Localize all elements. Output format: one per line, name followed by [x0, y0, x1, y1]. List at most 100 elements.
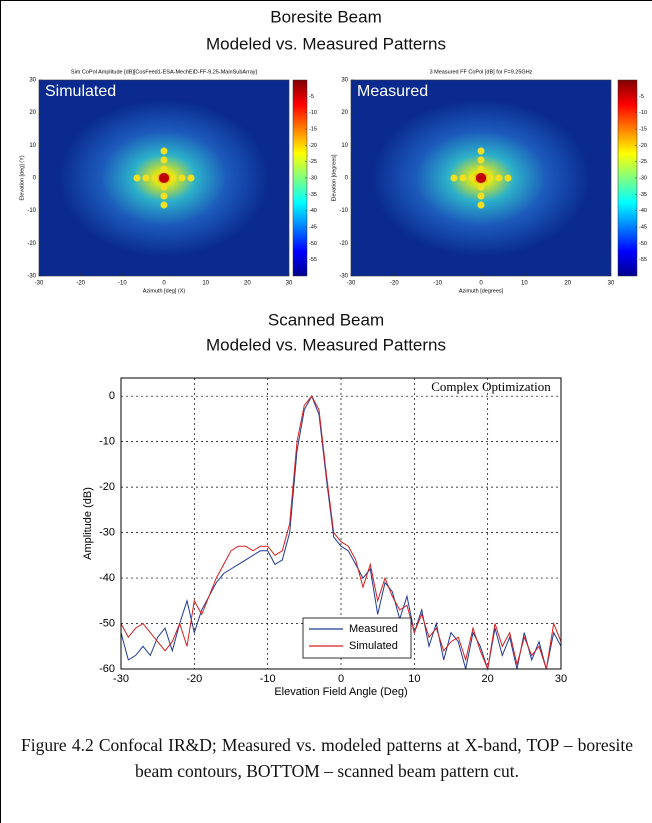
- x-tick-label: 0: [479, 281, 483, 287]
- x-tick-label: 30: [286, 281, 293, 287]
- y-tick-label: -50: [99, 617, 115, 629]
- y-tick-label: -30: [339, 274, 348, 280]
- colorbar-tick-label: -25: [309, 159, 317, 165]
- legend-label: Measured: [349, 623, 398, 635]
- heatmap-title: Sim CoPol Amplitude [dB][CosFeed1-ESA-Me…: [71, 69, 258, 75]
- heatmap-sidelobe: [160, 192, 168, 200]
- colorbar-tick-label: -40: [309, 208, 317, 214]
- x-tick-label: -10: [260, 673, 276, 685]
- y-tick-label: -10: [339, 208, 348, 214]
- colorbar-tick-label: -45: [309, 224, 317, 230]
- heatmap-sidelobe: [504, 174, 512, 182]
- heatmap-sidelobe: [477, 192, 485, 200]
- x-tick-label: -10: [433, 281, 442, 287]
- legend-box: [302, 617, 412, 659]
- heatmap-sidelobe: [187, 174, 195, 182]
- colorbar-tick-label: -10: [309, 110, 317, 116]
- section-title: Scanned Beam: [268, 310, 384, 329]
- x-tick-label: -30: [347, 281, 356, 287]
- heatmap-sidelobe: [486, 174, 494, 182]
- x-tick-label: -20: [76, 281, 85, 287]
- heatmap-sidelobe: [468, 174, 476, 182]
- y-tick-label: -30: [99, 527, 115, 539]
- heatmap-sidelobe: [477, 183, 485, 191]
- heatmap-sidelobe: [495, 174, 503, 182]
- y-tick-label: 0: [345, 176, 349, 182]
- legend-label: Simulated: [349, 640, 398, 652]
- colorbar-tick-label: -30: [309, 175, 317, 181]
- colorbar-tick-label: -45: [639, 224, 647, 230]
- y-tick-label: 0: [33, 176, 37, 182]
- colorbar: [292, 79, 308, 277]
- plot-frame: [120, 377, 562, 670]
- colorbar: [617, 79, 638, 277]
- caption: Figure 4.2 Confocal IR&D; Measured vs. m…: [21, 735, 633, 781]
- figure-title: Boresite Beam: [270, 7, 382, 26]
- y-tick-label: 30: [341, 78, 348, 84]
- heatmap-sidelobe: [151, 174, 159, 182]
- heatmap-sidelobe: [178, 174, 186, 182]
- y-axis-label: Elevation [deg] (Y): [19, 155, 25, 200]
- y-axis-label: Elevation [degrees]: [331, 154, 337, 202]
- y-tick-label: -10: [27, 208, 36, 214]
- x-tick-label: 10: [521, 281, 528, 287]
- colorbar-tick-label: -10: [639, 110, 647, 116]
- y-tick-label: 20: [341, 110, 348, 116]
- x-axis-label: Azimuth [degrees]: [459, 288, 504, 294]
- colorbar-tick-label: -20: [639, 143, 647, 149]
- x-tick-label: 20: [482, 673, 494, 685]
- colorbar-tick-label: -15: [639, 126, 647, 132]
- x-tick-label: 10: [202, 281, 209, 287]
- heatmap-sidelobe: [459, 174, 467, 182]
- x-tick-label: -30: [35, 281, 44, 287]
- x-tick-label: 30: [608, 281, 615, 287]
- heatmap-sidelobe: [450, 174, 458, 182]
- heatmap-peak: [476, 173, 486, 183]
- colorbar-tick-label: -30: [639, 175, 647, 181]
- x-tick-label: -10: [118, 281, 127, 287]
- x-tick-label: 10: [408, 673, 420, 685]
- heatmap-sidelobe: [142, 174, 150, 182]
- colorbar-tick-label: -55: [309, 257, 317, 263]
- y-tick-label: -20: [27, 241, 36, 247]
- y-tick-label: -20: [99, 481, 115, 493]
- figure-subtitle: Modeled vs. Measured Patterns: [206, 34, 446, 53]
- y-axis-label: Amplitude (dB): [82, 487, 94, 560]
- colorbar-tick-label: -50: [309, 241, 317, 247]
- y-tick-label: 0: [109, 390, 115, 402]
- x-tick-label: -20: [390, 281, 399, 287]
- heatmap-sidelobe: [477, 147, 485, 155]
- x-axis-label: Elevation Field Angle (Deg): [274, 686, 407, 698]
- colorbar-tick-label: -50: [639, 241, 647, 247]
- x-tick-label: 20: [244, 281, 251, 287]
- y-tick-label: 10: [29, 143, 36, 149]
- colorbar-tick-label: -20: [309, 143, 317, 149]
- colorbar-tick-label: -40: [639, 208, 647, 214]
- y-tick-label: 20: [29, 110, 36, 116]
- heatmap-label: Simulated: [45, 83, 116, 100]
- heatmap-sidelobe: [160, 201, 168, 209]
- heatmap-sidelobe: [133, 174, 141, 182]
- heatmap-sidelobe: [477, 201, 485, 209]
- heatmap-sidelobe: [477, 156, 485, 164]
- colorbar-tick-label: -35: [309, 192, 317, 198]
- x-axis-label: Azimuth [deg] (X): [143, 288, 186, 294]
- heatmap-sidelobe: [169, 174, 177, 182]
- colorbar-tick-label: -25: [639, 159, 647, 165]
- annotation: Complex Optimization: [431, 379, 551, 394]
- heatmap-sidelobe: [160, 147, 168, 155]
- heatmap-sidelobe: [477, 165, 485, 173]
- y-tick-label: -40: [99, 572, 115, 584]
- y-tick-label: -20: [339, 241, 348, 247]
- x-tick-label: 30: [555, 673, 567, 685]
- y-tick-label: -30: [27, 274, 36, 280]
- x-tick-label: -20: [186, 673, 202, 685]
- heatmap-sidelobe: [160, 156, 168, 164]
- x-tick-label: 20: [564, 281, 571, 287]
- y-tick-label: -60: [99, 663, 115, 675]
- y-tick-label: -10: [99, 436, 115, 448]
- section-subtitle: Modeled vs. Measured Patterns: [206, 335, 446, 354]
- x-tick-label: -30: [113, 673, 129, 685]
- colorbar-tick-label: -5: [639, 94, 644, 100]
- heatmap-label: Measured: [357, 83, 428, 100]
